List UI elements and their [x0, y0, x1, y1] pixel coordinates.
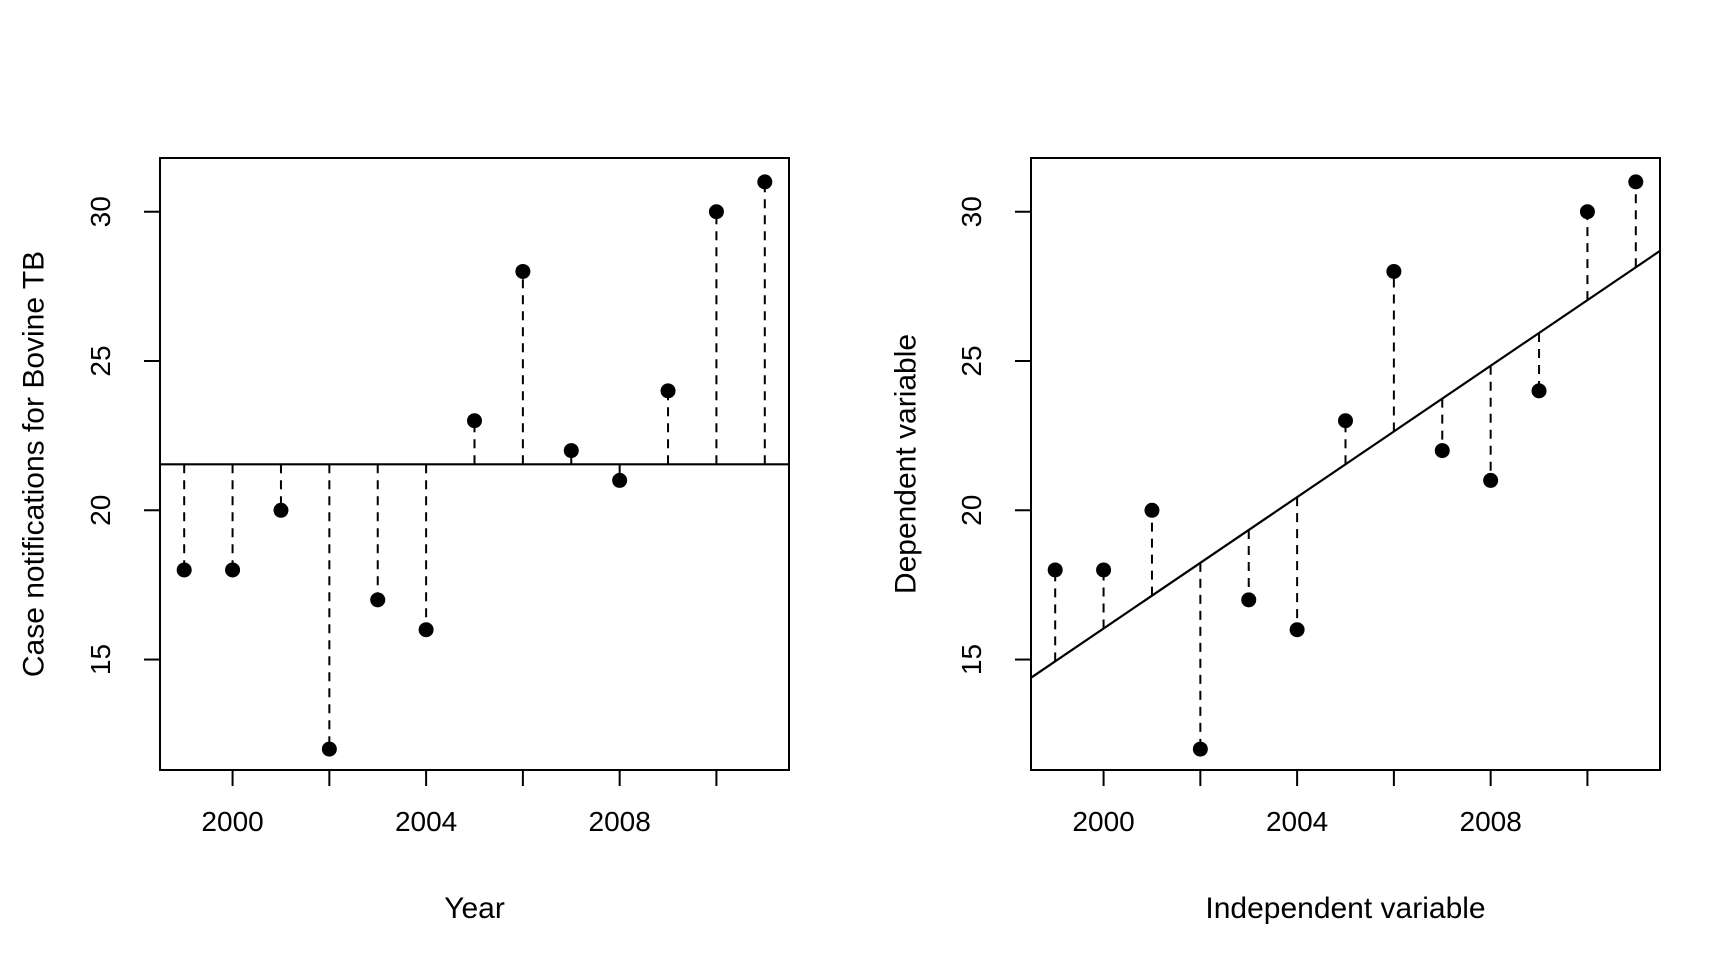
- data-point: [1434, 443, 1450, 459]
- y-tick-label: 30: [85, 196, 116, 227]
- data-point: [1579, 204, 1595, 220]
- data-point: [1289, 622, 1305, 638]
- data-point: [273, 502, 289, 518]
- data-point: [1628, 174, 1644, 190]
- y-tick-label: 20: [85, 495, 116, 526]
- data-point: [1144, 502, 1160, 518]
- data-point: [612, 472, 628, 488]
- data-point: [1338, 413, 1353, 429]
- x-tick-label: 2000: [1072, 806, 1134, 837]
- x-tick-label: 2000: [201, 806, 263, 837]
- data-point: [1483, 472, 1499, 488]
- regression-line: [1031, 249, 1660, 680]
- plot-frame: [1030, 157, 1661, 771]
- data-point: [176, 562, 192, 578]
- data-point: [757, 174, 773, 190]
- data-point: [660, 383, 676, 399]
- data-point: [563, 443, 579, 459]
- data-point: [515, 263, 531, 279]
- data-point: [708, 204, 724, 220]
- data-point: [1047, 562, 1063, 578]
- x-tick-label: 2008: [1460, 806, 1522, 837]
- y-axis-title: Case notifications for Bovine TB: [18, 251, 51, 677]
- y-tick-label: 30: [956, 196, 987, 227]
- data-point: [418, 622, 434, 638]
- data-point: [321, 741, 337, 757]
- x-tick-label: 2004: [395, 806, 457, 837]
- data-point: [370, 592, 386, 608]
- data-point: [1096, 562, 1112, 578]
- data-point: [467, 413, 482, 429]
- x-tick-label: 2004: [1266, 806, 1328, 837]
- y-tick-label: 20: [956, 495, 987, 526]
- data-point: [225, 562, 241, 578]
- x-tick-label: 2008: [589, 806, 651, 837]
- y-axis-title: Dependent variable: [890, 334, 923, 594]
- right-chart-panel: 2000 2004 2008 15 20 25 30 Independent variable…: [890, 157, 1661, 925]
- data-point: [1531, 383, 1547, 399]
- data-point: [1241, 592, 1257, 608]
- y-tick-label: 15: [956, 644, 987, 675]
- y-tick-label: 25: [85, 345, 116, 376]
- x-axis-title: Independent variable: [1205, 892, 1485, 925]
- data-point: [1192, 741, 1208, 757]
- x-axis-title: Year: [444, 892, 505, 925]
- y-tick-label: 25: [956, 345, 987, 376]
- plot-frame: [159, 157, 790, 771]
- data-point: [1386, 263, 1402, 279]
- left-chart-panel: 2000 2004 2008 15 20 25 30 Year Case notificatio…: [18, 157, 790, 925]
- y-tick-label: 15: [85, 644, 116, 675]
